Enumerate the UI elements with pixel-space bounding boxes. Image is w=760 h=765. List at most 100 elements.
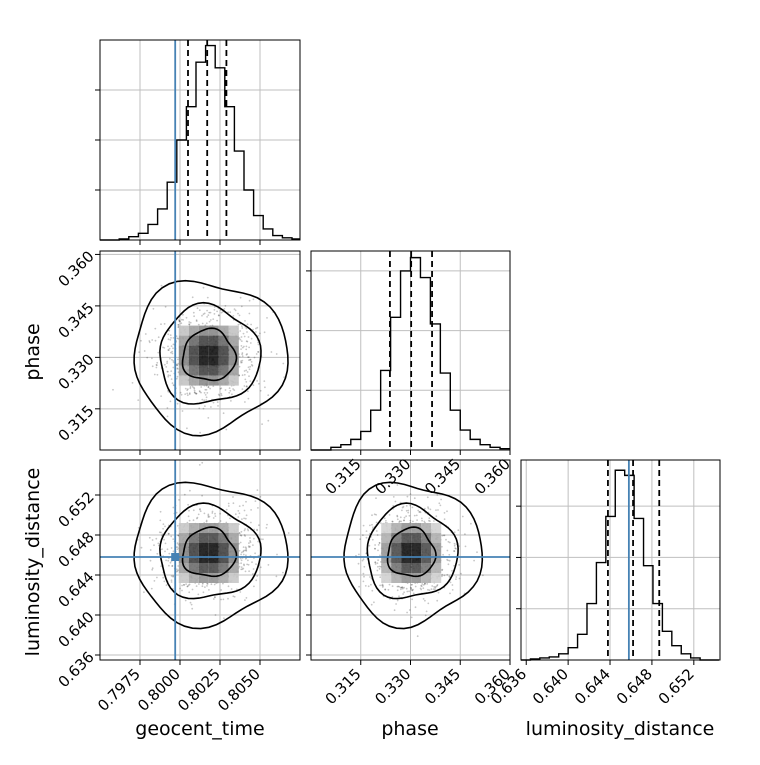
- density-luminosity-vs-geocent-time-sample-point: [165, 584, 168, 587]
- density-luminosity-vs-phase-sample-point: [441, 534, 444, 537]
- density-luminosity-vs-phase-sample-point: [406, 495, 409, 498]
- density-phase-vs-geocent-time-sample-point: [243, 345, 245, 348]
- density-luminosity-vs-geocent-time-sample-point: [172, 575, 175, 577]
- density-luminosity-vs-geocent-time-sample-point: [201, 494, 204, 497]
- density-luminosity-vs-geocent-time-density-cell: [208, 573, 219, 583]
- density-phase-vs-geocent-time-sample-point: [172, 343, 175, 346]
- density-phase-vs-geocent-time-sample-point: [222, 412, 225, 415]
- density-phase-vs-geocent-time-sample-point: [203, 399, 206, 402]
- density-luminosity-vs-geocent-time-sample-point: [219, 512, 222, 515]
- density-phase-vs-geocent-time-sample-point: [143, 350, 146, 352]
- density-luminosity-vs-geocent-time-density-cell: [218, 533, 229, 543]
- density-phase-vs-geocent-time-sample-point: [178, 319, 180, 321]
- density-phase-vs-geocent-time-density-cell: [218, 345, 229, 356]
- density-luminosity-vs-geocent-time-sample-point: [227, 502, 230, 505]
- density-luminosity-vs-phase-sample-point: [398, 521, 401, 523]
- hist-luminosity-distance-x-tick-label-1: 0.640: [529, 665, 572, 708]
- density-luminosity-vs-geocent-time-sample-point: [177, 534, 180, 536]
- density-phase-vs-geocent-time-density-cell: [208, 335, 219, 346]
- density-luminosity-vs-phase-sample-point: [427, 602, 430, 605]
- density-phase-vs-geocent-time-sample-point: [195, 392, 198, 395]
- density-phase-vs-geocent-time-sample-point: [177, 358, 179, 361]
- density-luminosity-vs-geocent-time-sample-point: [191, 588, 194, 591]
- density-phase-vs-geocent-time-density-cell: [178, 375, 189, 386]
- density-luminosity-vs-geocent-time-sample-point: [242, 546, 245, 548]
- density-luminosity-vs-phase-sample-point: [435, 509, 437, 511]
- density-luminosity-vs-phase-density-cell: [391, 533, 402, 543]
- density-luminosity-vs-phase-sample-point: [422, 587, 425, 590]
- density-luminosity-vs-phase-sample-point: [379, 584, 381, 587]
- density-luminosity-vs-phase-sample-point: [436, 599, 439, 602]
- density-luminosity-vs-phase-sample-point: [458, 577, 461, 580]
- density-phase-vs-geocent-time-sample-point: [176, 337, 179, 340]
- density-luminosity-vs-phase-sample-point: [423, 520, 426, 523]
- density-phase-vs-geocent-time-sample-point: [261, 423, 263, 425]
- density-luminosity-vs-geocent-time-sample-point: [242, 549, 245, 552]
- density-luminosity-vs-geocent-time-sample-point: [207, 516, 210, 518]
- density-luminosity-vs-phase-sample-point: [443, 512, 446, 514]
- density-phase-vs-geocent-time-density-cell: [208, 365, 219, 376]
- density-phase-vs-geocent-time-sample-point: [187, 388, 189, 390]
- density-luminosity-vs-phase-sample-point: [396, 589, 399, 592]
- density-luminosity-vs-geocent-time-density-cell: [198, 543, 209, 553]
- density-luminosity-vs-geocent-time-sample-point: [214, 614, 217, 616]
- density-luminosity-vs-geocent-time-sample-point: [227, 597, 229, 600]
- density-phase-vs-geocent-time-sample-point: [245, 385, 248, 388]
- density-luminosity-vs-phase-sample-point: [457, 529, 460, 532]
- density-luminosity-vs-phase-sample-point: [451, 569, 453, 572]
- density-phase-vs-geocent-time-sample-point: [172, 360, 175, 362]
- density-luminosity-vs-geocent-time-sample-point: [167, 532, 170, 535]
- density-luminosity-vs-geocent-time-density-cell: [228, 553, 239, 563]
- density-luminosity-vs-phase-sample-point: [447, 563, 450, 566]
- density-phase-vs-geocent-time-sample-point: [171, 382, 174, 384]
- density-phase-vs-geocent-time-sample-point: [228, 387, 231, 389]
- density-luminosity-vs-geocent-time-sample-point: [188, 509, 190, 512]
- hist-phase-x-tick-label-3: 0.360: [471, 455, 514, 498]
- density-phase-vs-geocent-time-sample-point: [195, 319, 198, 322]
- density-luminosity-vs-phase-sample-point: [381, 583, 384, 586]
- density-luminosity-vs-geocent-time-sample-point: [172, 506, 175, 509]
- density-luminosity-vs-geocent-time-sample-point: [212, 517, 215, 519]
- density-phase-vs-geocent-time-sample-point: [137, 399, 140, 401]
- density-luminosity-vs-geocent-time-sample-point: [201, 583, 204, 585]
- density-luminosity-vs-phase-sample-point: [399, 516, 402, 519]
- density-phase-vs-geocent-time-sample-point: [266, 317, 268, 319]
- density-phase-vs-geocent-time-sample-point: [263, 380, 266, 382]
- density-luminosity-vs-phase-sample-point: [445, 538, 447, 541]
- density-phase-vs-geocent-time-sample-point: [247, 336, 250, 338]
- density-phase-vs-geocent-time-sample-point: [205, 399, 208, 401]
- density-luminosity-vs-phase-sample-point: [409, 493, 412, 495]
- density-luminosity-vs-phase-sample-point: [428, 517, 431, 520]
- density-luminosity-vs-geocent-time-sample-point: [163, 538, 166, 541]
- density-luminosity-vs-geocent-time-y-tick-label-4: 0.652: [55, 488, 98, 531]
- density-luminosity-vs-geocent-time-sample-point: [254, 500, 257, 502]
- density-luminosity-vs-phase-sample-point: [396, 585, 399, 588]
- density-luminosity-vs-phase-sample-point: [400, 520, 402, 523]
- density-luminosity-vs-phase-sample-point: [458, 564, 460, 566]
- density-phase-vs-geocent-time-sample-point: [191, 296, 194, 299]
- density-luminosity-vs-geocent-time-sample-point: [189, 489, 191, 492]
- density-phase-vs-geocent-time-sample-point: [213, 306, 216, 308]
- density-phase-vs-geocent-time-density-cell: [198, 365, 209, 376]
- density-luminosity-vs-phase-sample-point: [377, 544, 380, 546]
- density-luminosity-vs-geocent-time-x-tick-label-1: 0.8000: [134, 665, 184, 715]
- ylabel-phase: phase: [22, 323, 44, 380]
- density-luminosity-vs-phase-sample-point: [396, 484, 399, 486]
- density-phase-vs-geocent-time-density-cell: [188, 365, 199, 376]
- density-luminosity-vs-geocent-time-sample-point: [188, 519, 191, 522]
- density-luminosity-vs-geocent-time-sample-point: [199, 508, 201, 511]
- density-luminosity-vs-geocent-time-sample-point: [250, 509, 253, 511]
- density-luminosity-vs-geocent-time-density-cell: [228, 533, 239, 543]
- density-phase-vs-geocent-time-sample-point: [163, 323, 166, 325]
- density-phase-vs-geocent-time-density-cell: [178, 335, 189, 346]
- density-luminosity-vs-phase-density-cell: [431, 573, 442, 583]
- density-luminosity-vs-geocent-time-density-cell: [188, 543, 199, 553]
- density-luminosity-vs-phase-sample-point: [446, 558, 448, 561]
- density-phase-vs-geocent-time-sample-point: [239, 330, 242, 332]
- density-luminosity-vs-phase-sample-point: [461, 515, 464, 518]
- density-phase-vs-geocent-time-sample-point: [205, 396, 208, 399]
- hist-geocent-time-step: [100, 44, 300, 241]
- density-luminosity-vs-phase-sample-point: [411, 598, 413, 601]
- density-luminosity-vs-phase-sample-point: [423, 583, 426, 586]
- density-luminosity-vs-geocent-time-sample-point: [190, 603, 193, 606]
